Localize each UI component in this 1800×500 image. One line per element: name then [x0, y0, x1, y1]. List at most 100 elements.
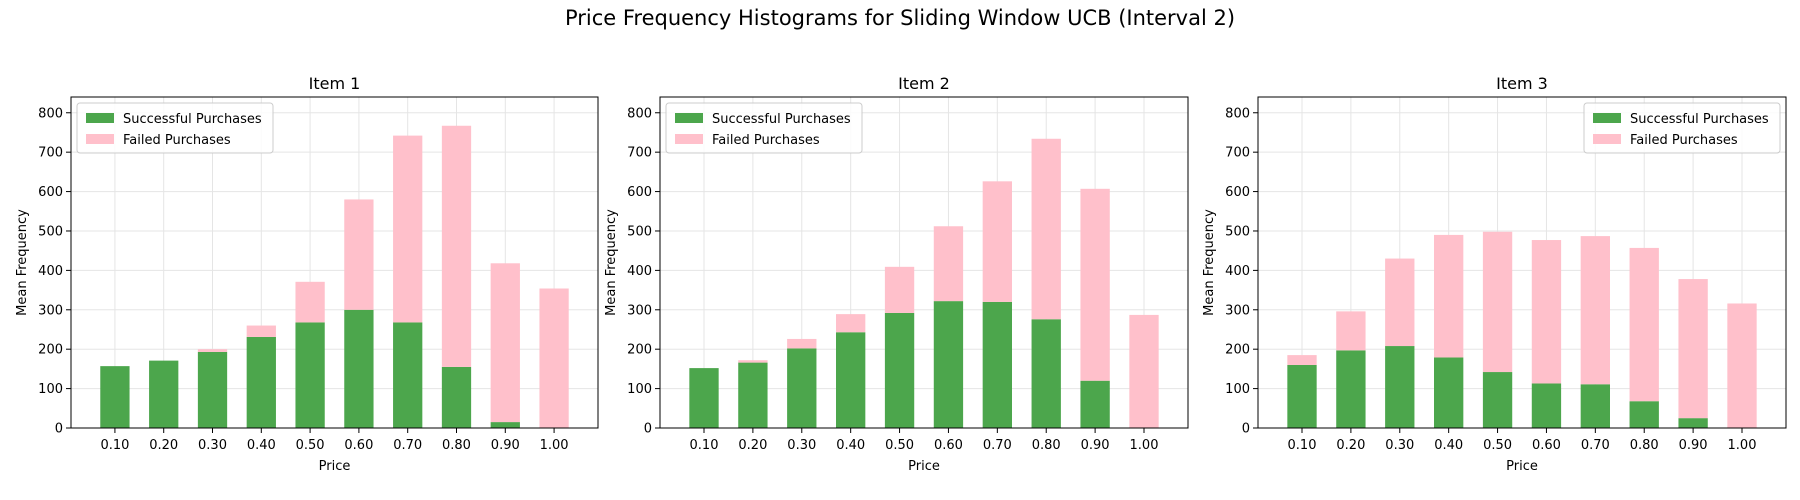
y-tick-label: 600	[1225, 185, 1250, 200]
y-tick-label: 500	[627, 224, 652, 239]
bar-successful-0.50	[884, 312, 915, 428]
y-tick-label: 400	[38, 264, 63, 279]
y-tick-label: 100	[627, 382, 652, 397]
bar-successful-0.10	[100, 366, 130, 428]
y-axis-label: Mean Frequency	[1202, 209, 1217, 316]
legend-box	[76, 102, 274, 154]
x-tick-label: 0.30	[1385, 438, 1414, 453]
bar-failed-0.40	[246, 325, 276, 337]
legend-label: Successful Purchases	[1630, 112, 1769, 127]
bar-successful-0.70	[1580, 384, 1610, 428]
y-axis-label: Mean Frequency	[604, 209, 619, 316]
x-tick-label: 0.10	[690, 438, 719, 453]
legend: Successful Purchases Failed Purchases	[665, 102, 863, 154]
y-tick-label: 300	[627, 303, 652, 318]
bar-failed-0.70	[393, 135, 423, 323]
chart-title: Item 2	[898, 74, 950, 93]
y-tick-label: 100	[1225, 382, 1250, 397]
x-tick-label: 1.00	[1728, 438, 1757, 453]
bar-successful-0.90	[490, 422, 520, 428]
bar-successful-0.70	[982, 301, 1012, 428]
x-tick-label: 1.00	[540, 438, 569, 453]
legend-swatch	[675, 134, 703, 144]
chart-title: Item 1	[309, 74, 361, 93]
bar-successful-0.10	[689, 368, 719, 428]
x-tick-label: 0.80	[442, 438, 471, 453]
legend-swatch	[1593, 113, 1621, 123]
x-tick-label: 0.90	[491, 438, 520, 453]
bar-successful-0.20	[1336, 350, 1366, 428]
y-tick-label: 200	[627, 343, 652, 358]
bar-failed-0.90	[1678, 279, 1708, 419]
legend-label: Failed Purchases	[1630, 133, 1738, 148]
chart-item-1: 0 100 200 300 400 500 600 700 800 0.10 0.20 0.30 0.4…	[15, 74, 599, 474]
y-tick-label: 500	[1225, 224, 1250, 239]
y-tick-label: 700	[38, 146, 63, 161]
x-tick-label: 0.70	[393, 438, 422, 453]
legend-box	[1583, 102, 1781, 154]
legend-swatch	[86, 134, 114, 144]
x-tick-label: 0.50	[296, 438, 325, 453]
y-tick-label: 500	[38, 224, 63, 239]
bar-failed-0.70	[982, 181, 1012, 302]
bar-failed-0.60	[344, 199, 374, 310]
x-tick-label: 0.90	[1081, 438, 1110, 453]
x-tick-label: 0.70	[983, 438, 1012, 453]
bar-failed-1.00	[1129, 314, 1159, 428]
chart-item-3: 0 100 200 300 400 500 600 700 800 0.10 0.20 0.30 0.4…	[1202, 74, 1787, 474]
bar-successful-0.70	[393, 322, 423, 428]
bar-successful-0.30	[787, 348, 817, 428]
legend-label: Successful Purchases	[712, 112, 851, 127]
x-tick-label: 0.80	[1032, 438, 1061, 453]
chart-item-2: 0 100 200 300 400 500 600 700 800 0.10 0.20 0.30 0.4…	[604, 74, 1189, 474]
plot-frame	[659, 96, 1189, 429]
x-tick-label: 0.60	[934, 438, 963, 453]
x-tick-label: 0.20	[738, 438, 767, 453]
bar-failed-0.50	[884, 266, 915, 313]
figure-title: Price Frequency Histograms for Sliding W…	[564, 6, 1236, 30]
bar-failed-0.80	[1629, 247, 1659, 402]
bar-failed-0.60	[933, 226, 964, 302]
bar-failed-0.60	[1531, 240, 1562, 384]
bar-failed-1.00	[539, 288, 569, 428]
bar-failed-0.50	[295, 281, 325, 323]
bar-successful-0.50	[295, 322, 325, 428]
bar-failed-0.30	[1385, 258, 1415, 347]
bar-successful-0.50	[1482, 372, 1513, 428]
y-tick-label: 300	[1225, 303, 1250, 318]
y-tick-label: 400	[1225, 264, 1250, 279]
bar-successful-0.60	[1531, 383, 1562, 428]
bar-successful-0.80	[1629, 401, 1659, 428]
y-tick-label: 600	[38, 185, 63, 200]
bar-successful-0.60	[344, 309, 374, 428]
bar-successful-0.20	[149, 360, 179, 428]
x-tick-label: 0.20	[149, 438, 178, 453]
x-tick-label: 0.20	[1336, 438, 1365, 453]
y-tick-label: 0	[644, 422, 652, 437]
bar-successful-0.40	[246, 336, 276, 428]
x-tick-label: 0.40	[1434, 438, 1463, 453]
x-axis-label: Price	[1506, 459, 1538, 474]
bar-failed-0.20	[1336, 311, 1366, 351]
legend-swatch	[675, 113, 703, 123]
y-tick-label: 800	[38, 106, 63, 121]
x-tick-label: 1.00	[1130, 438, 1159, 453]
bar-failed-0.10	[1287, 355, 1317, 365]
bar-failed-0.40	[836, 314, 866, 333]
y-tick-label: 200	[1225, 343, 1250, 358]
bar-successful-0.40	[836, 332, 866, 428]
y-tick-label: 700	[627, 146, 652, 161]
bar-successful-0.20	[738, 362, 768, 428]
legend-swatch	[1593, 134, 1621, 144]
bar-successful-0.60	[933, 301, 964, 428]
y-tick-label: 600	[627, 185, 652, 200]
x-axis-label: Price	[319, 459, 351, 474]
bar-failed-0.80	[1031, 138, 1061, 320]
x-tick-label: 0.50	[1483, 438, 1512, 453]
x-tick-label: 0.50	[885, 438, 914, 453]
bar-failed-0.70	[1580, 236, 1610, 385]
bar-successful-0.80	[441, 366, 472, 428]
x-tick-label: 0.10	[1288, 438, 1317, 453]
chart-title: Item 3	[1496, 74, 1548, 93]
x-tick-label: 0.30	[198, 438, 227, 453]
